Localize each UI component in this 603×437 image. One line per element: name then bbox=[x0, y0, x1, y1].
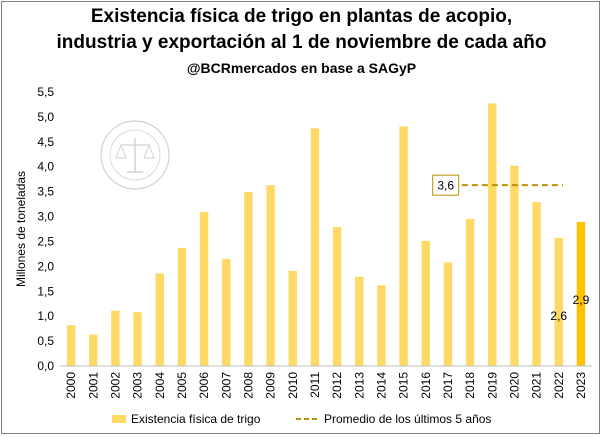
bar-2020 bbox=[510, 165, 519, 366]
x-tick-label: 2019 bbox=[485, 372, 499, 399]
average-line-group: 3,6 bbox=[432, 174, 563, 196]
y-tick-label: 3,5 bbox=[37, 185, 54, 199]
y-tick-label: 4,5 bbox=[37, 135, 54, 149]
x-tick-label: 2000 bbox=[64, 372, 78, 399]
y-tick-label: 1,0 bbox=[37, 309, 54, 323]
x-tick-label: 2015 bbox=[397, 372, 411, 399]
chart-title: Existencia física de trigo en plantas de… bbox=[90, 6, 513, 27]
bar-2016 bbox=[421, 240, 430, 366]
x-tick-label: 2013 bbox=[352, 372, 366, 399]
bar-2005 bbox=[177, 247, 187, 366]
bar-2013 bbox=[355, 276, 364, 366]
x-tick-label: 2014 bbox=[374, 372, 388, 399]
bar-2021 bbox=[532, 202, 541, 366]
x-tick-label: 2021 bbox=[530, 372, 544, 399]
y-tick-label: 5,0 bbox=[37, 110, 54, 124]
y-tick-label: 5,5 bbox=[37, 85, 54, 99]
bar-2006 bbox=[199, 212, 209, 366]
bar-2003 bbox=[133, 312, 142, 366]
y-tick-label: 0,5 bbox=[37, 334, 54, 348]
x-tick-label: 2017 bbox=[441, 372, 455, 399]
data-labels: 2,6 2,9 bbox=[550, 293, 589, 323]
x-tick-label: 2002 bbox=[108, 372, 122, 399]
bar-2000 bbox=[66, 325, 76, 366]
chart-subtitle: @BCRmercados en base a SAGyP bbox=[186, 60, 417, 76]
bar-2019 bbox=[488, 103, 497, 366]
x-tick-label: 2016 bbox=[419, 372, 433, 399]
x-axis: 2000 2001 2002 2003 2004 2005 2006 2007 2008 2009… bbox=[60, 365, 592, 399]
x-tick-label: 2004 bbox=[153, 372, 167, 399]
data-label-2022: 2,6 bbox=[550, 309, 567, 323]
bar-2014 bbox=[377, 285, 386, 366]
data-label-2023: 2,9 bbox=[573, 293, 590, 307]
bar-2009 bbox=[266, 185, 275, 366]
y-tick-label: 3,0 bbox=[37, 210, 54, 224]
x-tick-label: 2022 bbox=[552, 372, 566, 399]
x-tick-label: 2018 bbox=[463, 372, 477, 399]
x-tick-label: 2009 bbox=[264, 372, 278, 399]
legend: Existencia física de trigo Promedio de lo… bbox=[112, 412, 491, 426]
bar-2023 bbox=[576, 222, 586, 366]
bars bbox=[66, 103, 586, 366]
y-tick-label: 2,0 bbox=[37, 259, 54, 273]
bar-2010 bbox=[288, 270, 297, 366]
bar-2002 bbox=[111, 310, 120, 366]
bar-2011 bbox=[310, 128, 320, 366]
x-tick-label: 2012 bbox=[330, 372, 344, 399]
legend-swatch-bars bbox=[112, 415, 126, 423]
legend-label-bars: Existencia física de trigo bbox=[131, 412, 261, 426]
x-tick-label: 2006 bbox=[197, 372, 211, 399]
chart-title-line2: industria y exportación al 1 de noviembr… bbox=[56, 32, 547, 53]
x-tick-label: 2007 bbox=[219, 372, 233, 399]
x-tick-label: 2001 bbox=[86, 372, 100, 399]
bar-2017 bbox=[443, 262, 453, 366]
x-tick-label: 2023 bbox=[574, 372, 588, 399]
average-label: 3,6 bbox=[437, 179, 454, 193]
bar-2008 bbox=[244, 192, 253, 366]
y-tick-label: 2,5 bbox=[37, 234, 54, 248]
y-tick-label: 0,0 bbox=[37, 359, 54, 373]
x-tick-label: 2020 bbox=[507, 372, 521, 399]
y-axis: 0,0 0,5 1,0 1,5 2,0 2,5 3,0 3,5 4,0 4,5 5,0 5,5 bbox=[37, 85, 54, 373]
x-tick-label: 2005 bbox=[175, 372, 189, 399]
average-label-box bbox=[432, 174, 460, 196]
y-tick-label: 1,5 bbox=[37, 284, 54, 298]
bar-2001 bbox=[89, 334, 98, 366]
bar-2015 bbox=[399, 126, 408, 366]
x-tick-label: 2011 bbox=[308, 372, 322, 398]
legend-label-average: Promedio de los últimos 5 años bbox=[324, 412, 491, 426]
y-axis-label: Millones de toneladas bbox=[14, 171, 28, 287]
x-tick-label: 2003 bbox=[131, 372, 145, 399]
bar-2018 bbox=[465, 219, 475, 366]
watermark-seal-icon bbox=[100, 120, 170, 190]
bar-2012 bbox=[332, 227, 342, 366]
bar-2022 bbox=[554, 237, 563, 366]
x-tick-label: 2008 bbox=[241, 372, 255, 399]
bar-2007 bbox=[222, 258, 231, 366]
bar-2004 bbox=[155, 273, 164, 366]
y-tick-label: 4,0 bbox=[37, 160, 54, 174]
x-tick-label: 2010 bbox=[286, 372, 300, 399]
